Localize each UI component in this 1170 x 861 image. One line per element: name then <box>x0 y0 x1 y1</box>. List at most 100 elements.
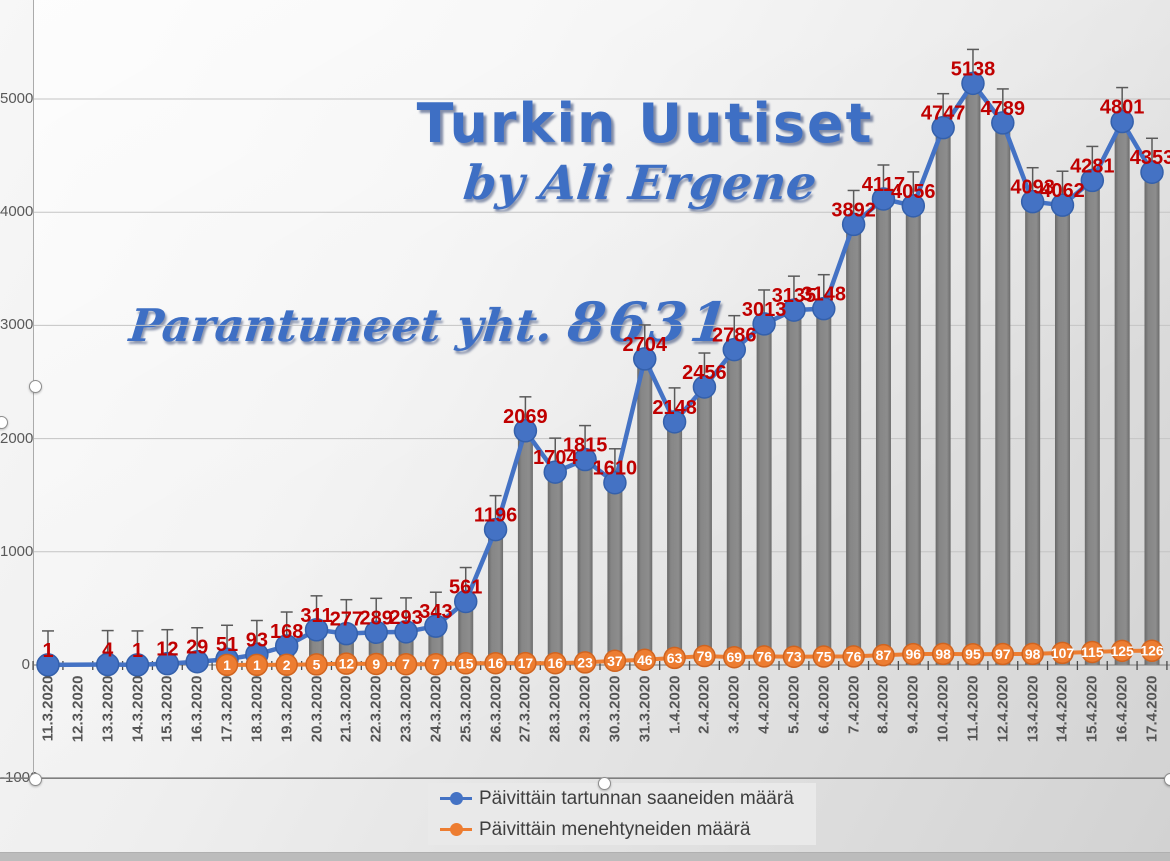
deaths-markers[interactable] <box>215 639 1164 677</box>
data-point-marker[interactable] <box>424 614 448 638</box>
data-point-marker[interactable] <box>573 651 597 674</box>
infections-line-series[interactable] <box>47 81 1154 668</box>
data-point-marker[interactable] <box>1080 168 1105 193</box>
legend[interactable]: Päivittäin tartunnan saaneiden määrä Päiv… <box>428 783 816 845</box>
column-bar[interactable] <box>846 224 862 665</box>
data-point-marker[interactable] <box>573 447 597 472</box>
data-point-marker[interactable] <box>245 653 269 677</box>
data-point-marker[interactable] <box>215 653 239 677</box>
infections-markers[interactable] <box>36 71 1164 677</box>
data-point-marker[interactable] <box>782 645 806 668</box>
column-bar[interactable] <box>965 83 981 665</box>
column-bar[interactable] <box>517 430 533 665</box>
column-bar[interactable] <box>995 122 1011 666</box>
column-bar[interactable] <box>696 386 712 665</box>
selection-handle[interactable] <box>0 415 8 429</box>
data-point-marker[interactable] <box>782 298 806 322</box>
data-point-marker[interactable] <box>692 375 717 399</box>
data-point-marker[interactable] <box>752 312 776 336</box>
column-bar[interactable] <box>1084 180 1100 665</box>
selection-handle[interactable] <box>597 776 611 790</box>
data-point-marker[interactable] <box>394 652 418 676</box>
data-point-marker[interactable] <box>1110 639 1134 663</box>
data-point-marker[interactable] <box>1020 189 1045 214</box>
column-bar[interactable] <box>547 472 563 665</box>
data-point-marker[interactable] <box>305 653 328 676</box>
data-point-marker[interactable] <box>453 589 478 614</box>
selection-handle[interactable] <box>28 379 42 393</box>
data-point-marker[interactable] <box>334 621 359 646</box>
legend-item[interactable]: Päivittäin menehtyneiden määrä <box>428 814 816 845</box>
data-point-marker[interactable] <box>424 652 448 676</box>
selection-handle[interactable] <box>1163 772 1170 786</box>
data-point-marker[interactable] <box>633 347 657 371</box>
data-point-marker[interactable] <box>335 652 358 675</box>
column-bar[interactable] <box>905 205 921 666</box>
column-bar[interactable] <box>1054 205 1070 666</box>
column-bar[interactable] <box>637 358 653 665</box>
data-point-marker[interactable] <box>364 620 388 645</box>
column-bar[interactable] <box>1025 201 1041 665</box>
data-point-marker[interactable] <box>841 212 866 237</box>
data-point-marker[interactable] <box>543 460 567 484</box>
data-point-marker[interactable] <box>125 653 150 677</box>
data-point-marker[interactable] <box>871 187 896 211</box>
data-point-marker[interactable] <box>394 620 418 644</box>
data-point-marker[interactable] <box>991 111 1015 135</box>
column-bar[interactable] <box>458 601 474 665</box>
column-bar[interactable] <box>488 529 504 665</box>
data-point-marker[interactable] <box>1081 640 1104 664</box>
data-point-marker[interactable] <box>603 470 627 495</box>
data-point-marker[interactable] <box>1110 109 1134 134</box>
data-point-marker[interactable] <box>633 648 657 672</box>
data-point-marker[interactable] <box>723 645 746 669</box>
legend-item[interactable]: Päivittäin tartunnan saaneiden määrä <box>428 783 816 814</box>
data-point-marker[interactable] <box>991 642 1015 666</box>
data-point-marker[interactable] <box>1140 639 1164 662</box>
column-bar[interactable] <box>756 323 772 665</box>
column-bar[interactable] <box>875 198 891 665</box>
column-bar[interactable] <box>667 421 683 665</box>
data-point-marker[interactable] <box>1140 160 1164 184</box>
column-bar[interactable] <box>1144 172 1160 665</box>
data-point-marker[interactable] <box>275 653 298 677</box>
column-bar[interactable] <box>726 349 742 665</box>
data-point-marker[interactable] <box>872 643 895 667</box>
column-bar[interactable] <box>935 127 951 666</box>
data-point-marker[interactable] <box>931 115 955 140</box>
data-point-marker[interactable] <box>1051 641 1074 665</box>
data-point-marker[interactable] <box>454 652 477 675</box>
data-point-marker[interactable] <box>812 296 836 321</box>
data-point-marker[interactable] <box>483 517 508 542</box>
column-bar[interactable] <box>577 459 593 665</box>
data-point-marker[interactable] <box>961 642 985 666</box>
data-point-marker[interactable] <box>36 653 60 677</box>
data-point-marker[interactable] <box>155 651 180 676</box>
data-point-marker[interactable] <box>484 651 507 675</box>
data-point-marker[interactable] <box>961 71 985 96</box>
data-point-marker[interactable] <box>603 649 627 673</box>
data-point-marker[interactable] <box>812 645 836 668</box>
data-point-marker[interactable] <box>364 652 388 676</box>
data-point-marker[interactable] <box>662 410 687 434</box>
data-point-marker[interactable] <box>722 337 747 362</box>
data-point-marker[interactable] <box>842 645 865 668</box>
infections-line[interactable] <box>47 81 1154 668</box>
data-point-marker[interactable] <box>1021 642 1044 666</box>
data-point-marker[interactable] <box>513 419 538 443</box>
data-point-marker[interactable] <box>95 652 120 677</box>
column-bar[interactable] <box>607 482 623 665</box>
data-point-marker[interactable] <box>304 618 329 642</box>
column-bar[interactable] <box>1114 121 1130 666</box>
data-point-marker[interactable] <box>1050 193 1075 217</box>
data-point-marker[interactable] <box>663 646 686 670</box>
chart-title[interactable]: Turkin Uutiset <box>416 92 874 155</box>
data-point-marker[interactable] <box>693 644 716 668</box>
data-point-marker[interactable] <box>901 194 926 218</box>
column-bar[interactable] <box>786 310 802 665</box>
data-point-marker[interactable] <box>185 649 209 674</box>
data-point-marker[interactable] <box>543 651 567 675</box>
data-point-marker[interactable] <box>931 642 955 666</box>
data-point-marker[interactable] <box>752 645 776 668</box>
